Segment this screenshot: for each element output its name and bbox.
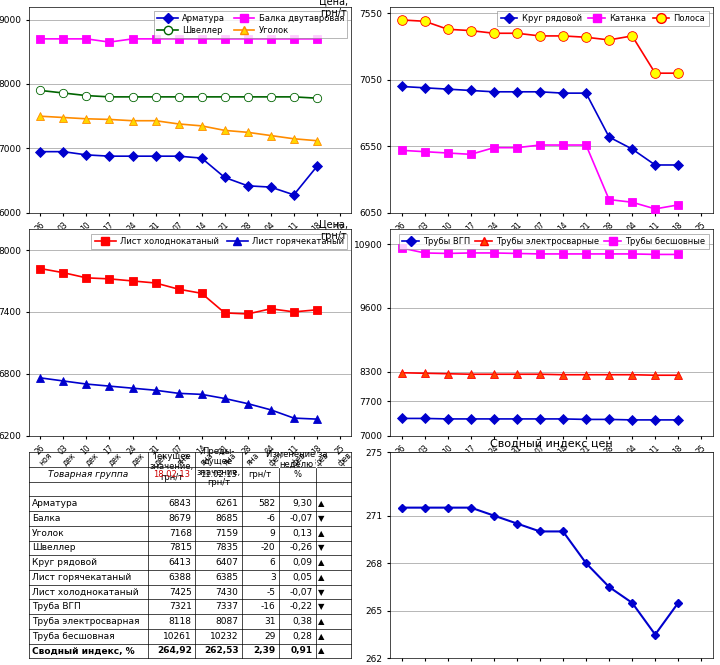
Legend: Лист холоднокатаный, Лист горячекатаный: Лист холоднокатаный, Лист горячекатаный — [91, 233, 347, 249]
Text: 0,38: 0,38 — [293, 617, 312, 626]
Text: 6: 6 — [270, 558, 276, 567]
Text: Круг рядовой: Круг рядовой — [32, 558, 97, 567]
Text: Уголок: Уголок — [32, 529, 65, 537]
Text: 7168: 7168 — [168, 529, 192, 537]
Text: 582: 582 — [258, 499, 276, 508]
Text: 6843: 6843 — [169, 499, 192, 508]
Text: 0,05: 0,05 — [293, 573, 312, 582]
Text: 6388: 6388 — [168, 573, 192, 582]
Text: 0,09: 0,09 — [293, 558, 312, 567]
Text: Лист горячекатаный: Лист горячекатаный — [32, 573, 131, 582]
Text: 8118: 8118 — [168, 617, 192, 626]
Text: Преды-
дущее
значение,
грн/т: Преды- дущее значение, грн/т — [197, 447, 240, 487]
Text: ▲: ▲ — [318, 617, 324, 626]
Y-axis label: Цена,
грн/т: Цена, грн/т — [319, 0, 348, 18]
Text: Труба бесшовная: Труба бесшовная — [32, 632, 114, 641]
Text: 6385: 6385 — [215, 573, 238, 582]
Text: Труба ВГП: Труба ВГП — [32, 602, 81, 611]
Text: 6261: 6261 — [216, 499, 238, 508]
Text: -20: -20 — [261, 543, 276, 553]
Text: Товарная группа: Товарная группа — [48, 469, 129, 479]
Text: Лист холоднокатаный: Лист холоднокатаный — [32, 588, 139, 597]
Text: ▲: ▲ — [318, 529, 324, 537]
Text: 3: 3 — [270, 573, 276, 582]
Text: ▲: ▲ — [318, 558, 324, 567]
Text: -0,26: -0,26 — [289, 543, 312, 553]
Text: 264,92: 264,92 — [157, 646, 192, 656]
Text: 7337: 7337 — [215, 602, 238, 611]
Text: 7425: 7425 — [169, 588, 192, 597]
Text: -0,07: -0,07 — [289, 588, 312, 597]
Text: -0,22: -0,22 — [289, 602, 312, 611]
Text: -16: -16 — [261, 602, 276, 611]
Text: 2,39: 2,39 — [253, 646, 276, 656]
Text: грн/т: грн/т — [248, 469, 272, 479]
Text: 11.02.13: 11.02.13 — [200, 469, 237, 479]
Text: 7321: 7321 — [169, 602, 192, 611]
Text: ▲: ▲ — [318, 632, 324, 641]
Text: 29: 29 — [264, 632, 276, 641]
Text: 7815: 7815 — [168, 543, 192, 553]
Text: 31: 31 — [264, 617, 276, 626]
Text: ▼: ▼ — [318, 543, 324, 553]
Text: 262,53: 262,53 — [204, 646, 238, 656]
Text: 0,28: 0,28 — [293, 632, 312, 641]
Text: 10261: 10261 — [163, 632, 192, 641]
Text: ▲: ▲ — [318, 499, 324, 508]
Title: Сводный индекс цен: Сводный индекс цен — [490, 438, 613, 449]
Text: ▲: ▲ — [318, 646, 324, 656]
Text: 7159: 7159 — [215, 529, 238, 537]
Text: ▼: ▼ — [318, 602, 324, 611]
Text: Изменение за
неделю: Изменение за неделю — [266, 450, 328, 469]
Text: 8685: 8685 — [215, 514, 238, 523]
Text: 7430: 7430 — [216, 588, 238, 597]
Text: Швеллер: Швеллер — [32, 543, 76, 553]
Text: ▼: ▼ — [318, 514, 324, 523]
Text: Сводный индекс, %: Сводный индекс, % — [32, 646, 135, 656]
Text: -6: -6 — [266, 514, 276, 523]
Text: %: % — [293, 469, 302, 479]
Text: Арматура: Арматура — [32, 499, 78, 508]
Text: 9,30: 9,30 — [293, 499, 312, 508]
Text: 6407: 6407 — [216, 558, 238, 567]
Y-axis label: Цена,
грн/т: Цена, грн/т — [319, 219, 348, 241]
Legend: Трубы ВГП, Трубы электросварные, Трубы бесшовные: Трубы ВГП, Трубы электросварные, Трубы б… — [399, 233, 708, 249]
Legend: Круг рядовой, Катанка, Полоса: Круг рядовой, Катанка, Полоса — [498, 11, 708, 27]
Text: 6413: 6413 — [169, 558, 192, 567]
Text: 0,13: 0,13 — [293, 529, 312, 537]
Text: 0,91: 0,91 — [291, 646, 312, 656]
Text: -0,07: -0,07 — [289, 514, 312, 523]
Legend: Арматура, Швеллер, Балка двутавровая, Уголок: Арматура, Швеллер, Балка двутавровая, Уг… — [154, 11, 347, 38]
Text: 7835: 7835 — [215, 543, 238, 553]
Text: Текущее
значение,
грн/т: Текущее значение, грн/т — [150, 452, 194, 481]
Text: ▼: ▼ — [318, 588, 324, 597]
Text: 18.02.13: 18.02.13 — [153, 469, 190, 479]
Text: Балка: Балка — [32, 514, 60, 523]
Text: -5: -5 — [266, 588, 276, 597]
Text: ▲: ▲ — [318, 573, 324, 582]
Text: 8679: 8679 — [168, 514, 192, 523]
Text: Труба электросварная: Труба электросварная — [32, 617, 140, 626]
Text: 9: 9 — [270, 529, 276, 537]
Text: 10232: 10232 — [210, 632, 238, 641]
Text: 8087: 8087 — [215, 617, 238, 626]
